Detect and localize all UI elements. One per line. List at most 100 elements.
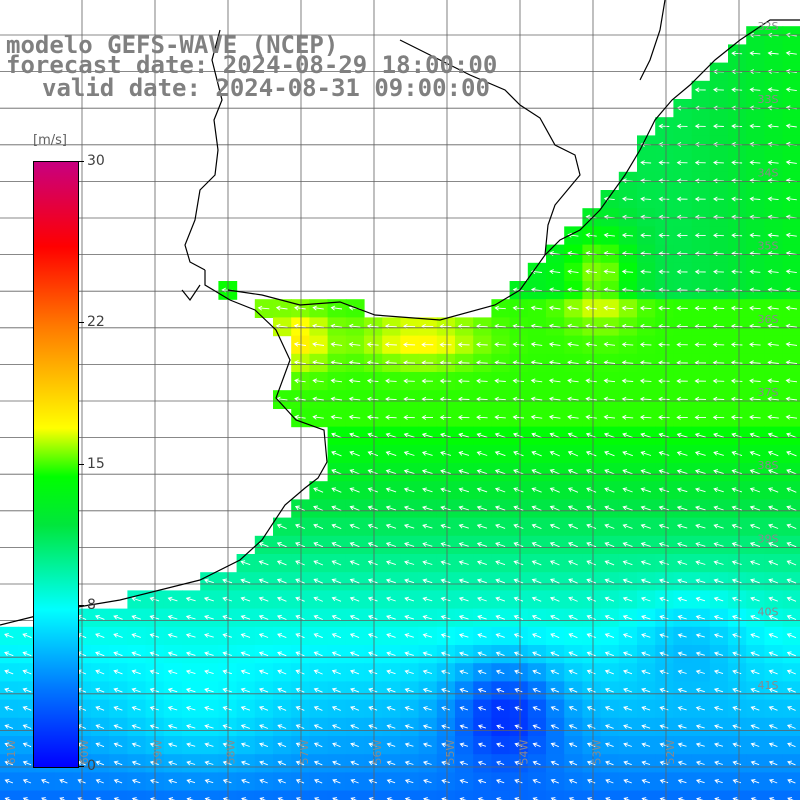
wind-arrow <box>568 614 578 620</box>
wind-arrow <box>767 123 779 129</box>
wind-arrow <box>513 651 523 657</box>
wind-arrow <box>713 687 724 693</box>
wind-arrow <box>222 778 232 784</box>
wind-arrow <box>604 742 614 748</box>
wind-arrow <box>641 614 651 620</box>
wind-arrow <box>658 269 670 275</box>
wind-arrow <box>659 614 669 620</box>
wind-arrow <box>531 432 542 439</box>
wind-arrow <box>403 432 415 438</box>
wind-arrow <box>513 469 524 475</box>
wind-arrow <box>695 724 705 730</box>
wind-arrow <box>514 778 523 784</box>
wind-arrow <box>259 687 269 693</box>
wind-arrow <box>714 724 724 729</box>
wind-arrow <box>731 614 742 620</box>
wind-arrow <box>204 651 214 657</box>
wind-arrow <box>623 687 633 693</box>
wind-arrow <box>695 560 706 566</box>
wind-arrow <box>640 596 651 602</box>
wind-arrow <box>676 196 688 202</box>
latitude-label: 33S <box>758 93 779 106</box>
wind-arrow <box>459 778 469 784</box>
wind-arrow <box>331 687 341 693</box>
wind-arrow <box>349 432 360 439</box>
wind-arrow <box>695 760 705 766</box>
wind-arrow <box>604 450 615 457</box>
wind-arrow <box>749 523 761 529</box>
longitude-label: 61W <box>5 739 18 764</box>
wind-arrow <box>185 596 196 602</box>
wind-arrow <box>313 487 324 493</box>
wind-arrow <box>603 432 615 439</box>
wind-arrow <box>568 633 578 639</box>
wind-cell <box>455 790 474 800</box>
wind-arrow <box>586 669 596 675</box>
wind-arrow <box>113 651 123 657</box>
wind-arrow <box>787 706 796 711</box>
wind-arrow <box>386 633 396 638</box>
wind-cell <box>728 790 747 800</box>
wind-arrow <box>404 742 414 748</box>
wind-arrow <box>640 469 652 475</box>
wind-arrow <box>677 669 687 675</box>
wind-arrow <box>768 669 778 675</box>
wind-arrow <box>586 614 596 620</box>
wind-arrow <box>513 523 524 529</box>
wind-arrow <box>404 724 414 729</box>
wind-arrow <box>331 505 342 511</box>
wind-arrow <box>640 560 651 566</box>
wind-arrow <box>750 669 760 675</box>
wind-arrow <box>785 378 798 384</box>
wind-arrow <box>422 505 433 511</box>
wind-cell <box>509 790 529 800</box>
wind-arrow <box>113 742 123 748</box>
wind-arrow <box>604 687 614 693</box>
wind-arrow <box>641 760 651 766</box>
wind-arrow <box>240 687 251 693</box>
wind-arrow <box>622 578 633 584</box>
wind-arrow <box>385 505 397 511</box>
wind-arrow <box>676 123 688 129</box>
wind-arrow <box>786 450 797 457</box>
wind-arrow <box>332 742 341 748</box>
latitude-label: 38S <box>758 459 779 472</box>
wind-arrow <box>767 469 779 475</box>
wind-arrow <box>786 487 797 493</box>
wind-arrow <box>549 596 560 602</box>
wind-arrow <box>532 633 542 639</box>
wind-arrow <box>258 633 269 638</box>
wind-cell <box>418 790 438 800</box>
wind-arrow <box>476 505 488 511</box>
wind-arrow <box>730 414 743 420</box>
wind-arrow <box>167 651 178 657</box>
wind-arrow <box>496 687 505 693</box>
wind-arrow <box>530 341 543 347</box>
wind-arrow <box>496 724 505 729</box>
wind-arrow <box>695 706 705 711</box>
wind-arrow <box>350 778 359 784</box>
wind-arrow <box>404 614 415 620</box>
wind-arrow <box>550 651 560 657</box>
wind-arrow <box>604 469 615 475</box>
wind-arrow <box>767 432 779 439</box>
wind-arrow <box>513 560 524 566</box>
wind-arrow <box>530 305 543 311</box>
wind-arrow <box>349 523 360 529</box>
wind-arrow <box>495 560 506 566</box>
wind-arrow <box>512 432 524 439</box>
wind-arrow <box>368 742 378 748</box>
wind-arrow <box>750 633 760 638</box>
wind-arrow <box>768 651 778 657</box>
wind-arrow <box>421 432 433 438</box>
wind-arrow <box>713 706 724 711</box>
wind-arrow <box>495 651 505 657</box>
wind-arrow <box>713 651 724 657</box>
wind-arrow <box>768 596 778 602</box>
wind-arrow <box>313 778 323 784</box>
wind-arrow <box>185 687 196 693</box>
wind-arrow <box>331 724 341 729</box>
wind-arrow <box>276 614 287 620</box>
wind-arrow <box>367 542 378 548</box>
